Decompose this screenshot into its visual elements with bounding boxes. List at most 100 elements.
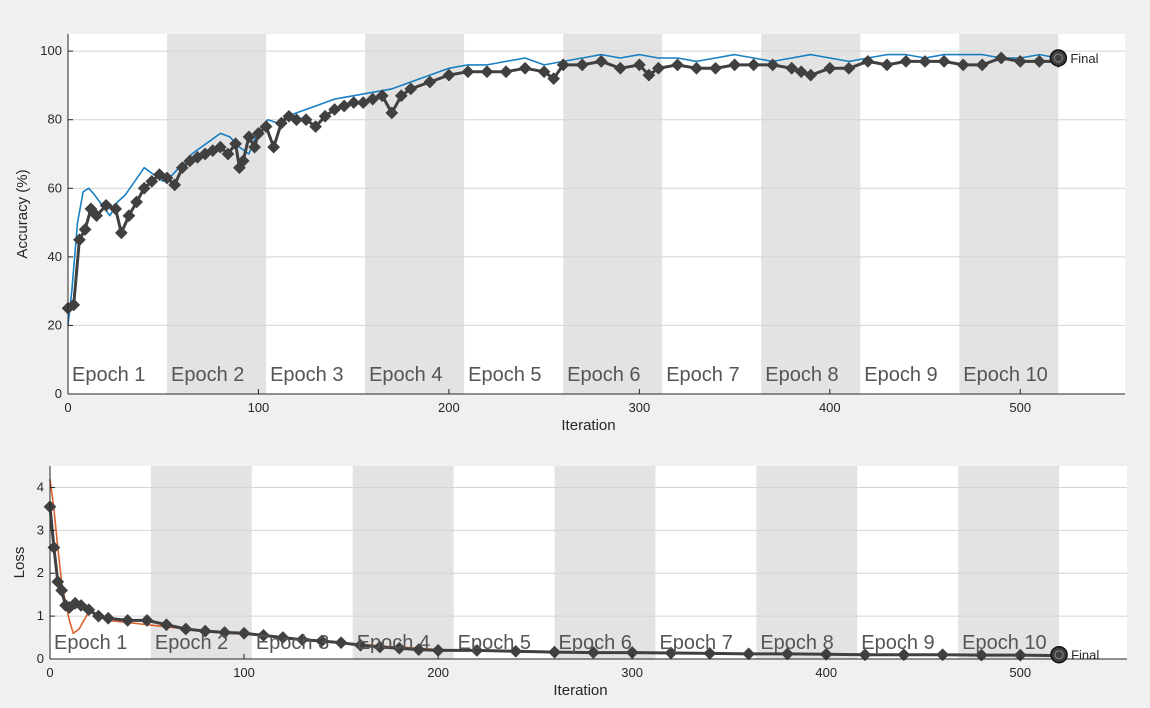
- data-point: [237, 626, 251, 640]
- data-point: [221, 147, 235, 161]
- final-marker: [1049, 49, 1068, 67]
- epoch-label: Epoch 9: [864, 364, 937, 386]
- epoch-label: Epoch 10: [963, 364, 1048, 386]
- data-point: [392, 641, 406, 655]
- data-point: [509, 644, 523, 658]
- data-point: [858, 648, 872, 662]
- y-axis-label: Accuracy (%): [14, 169, 31, 258]
- epoch-label: Epoch 10: [962, 632, 1047, 654]
- y-tick-label: 20: [48, 317, 62, 332]
- data-point: [109, 202, 123, 216]
- epoch-label: Epoch 5: [458, 632, 531, 654]
- loss-plot: Epoch 1 Epoch 2 Epoch 3 Epoch 4 Epoch 5 Epoch…: [11, 466, 1127, 699]
- x-tick-label: 200: [438, 400, 460, 415]
- series-line: [67, 53, 1059, 326]
- epoch-label: Epoch 1: [72, 364, 145, 386]
- data-point: [664, 646, 678, 660]
- y-tick-label: 60: [48, 180, 62, 195]
- y-tick-label: 80: [48, 112, 62, 127]
- data-point: [328, 103, 341, 116]
- epoch-label: Epoch 7: [659, 632, 732, 654]
- data-point: [625, 646, 639, 659]
- data-point: [90, 209, 103, 223]
- x-tick-label: 0: [46, 665, 53, 680]
- x-tick-label: 400: [819, 400, 841, 415]
- epoch-label: Epoch 8: [760, 632, 833, 654]
- data-point: [290, 113, 303, 127]
- data-point: [394, 89, 408, 103]
- data-point: [375, 89, 389, 103]
- data-point: [470, 644, 484, 657]
- data-point: [671, 58, 684, 72]
- y-tick-label: 3: [37, 522, 44, 537]
- x-tick-label: 500: [1009, 400, 1031, 415]
- data-point: [373, 640, 387, 654]
- y-tick-label: 0: [37, 651, 44, 666]
- epoch-band: [756, 466, 858, 659]
- epoch-band: [167, 34, 267, 394]
- epoch-band: [958, 466, 1060, 659]
- data-point: [276, 631, 290, 644]
- x-tick-label: 100: [248, 400, 270, 415]
- data-point: [499, 65, 513, 79]
- final-label: Final: [1070, 51, 1098, 66]
- final-marker: [1050, 645, 1068, 664]
- data-point: [781, 647, 794, 661]
- y-tick-label: 100: [40, 43, 62, 58]
- x-tick-label: 500: [1009, 665, 1031, 680]
- data-point: [198, 624, 212, 638]
- x-tick-label: 400: [815, 665, 837, 680]
- epoch-band: [563, 34, 663, 394]
- final-marker-inner: [1054, 650, 1064, 660]
- data-point: [412, 643, 426, 656]
- data-point: [213, 140, 227, 154]
- x-axis-label: Iteration: [561, 417, 615, 434]
- data-point: [55, 584, 69, 597]
- data-point: [248, 140, 261, 154]
- y-tick-label: 0: [55, 386, 62, 401]
- data-point: [168, 178, 182, 192]
- epoch-label: Epoch 4: [369, 364, 442, 386]
- data-point: [975, 648, 988, 662]
- data-point: [121, 614, 134, 627]
- y-tick-label: 4: [37, 479, 44, 494]
- accuracy-plot: Epoch 1 Epoch 2 Epoch 3 Epoch 4 Epoch 5 Epoch…: [14, 34, 1125, 434]
- data-point: [73, 233, 86, 247]
- data-point: [130, 195, 143, 209]
- epoch-label: Epoch 1: [54, 632, 127, 654]
- epoch-label: Epoch 6: [559, 632, 632, 654]
- epoch-label: Epoch 5: [468, 364, 541, 386]
- data-point: [899, 55, 913, 68]
- y-tick-label: 40: [48, 249, 62, 264]
- data-point: [122, 209, 136, 223]
- data-point: [742, 647, 755, 661]
- x-tick-label: 0: [64, 400, 71, 415]
- data-point: [295, 633, 309, 647]
- data-point: [99, 199, 113, 212]
- final-marker-inner: [1053, 53, 1063, 63]
- data-point: [404, 82, 418, 96]
- epoch-label: Epoch 3: [270, 364, 343, 386]
- x-tick-label: 300: [621, 665, 643, 680]
- data-point: [766, 58, 780, 72]
- epoch-band: [761, 34, 861, 394]
- data-point: [703, 647, 717, 660]
- data-point: [78, 223, 92, 236]
- data-point: [354, 638, 367, 652]
- epoch-label: Epoch 8: [765, 364, 838, 386]
- epoch-band: [554, 466, 656, 659]
- epoch-label: Epoch 2: [155, 632, 228, 654]
- data-point: [114, 226, 128, 240]
- x-axis-label: Iteration: [553, 682, 607, 699]
- x-tick-label: 300: [628, 400, 650, 415]
- epoch-label: Epoch 9: [861, 632, 934, 654]
- data-point: [994, 51, 1008, 65]
- epoch-label: Epoch 4: [357, 632, 430, 654]
- data-point: [366, 92, 380, 106]
- y-tick-label: 1: [37, 608, 44, 623]
- data-point: [175, 161, 189, 175]
- final-label: Final: [1071, 648, 1099, 663]
- data-point: [936, 648, 949, 662]
- data-point: [547, 72, 561, 85]
